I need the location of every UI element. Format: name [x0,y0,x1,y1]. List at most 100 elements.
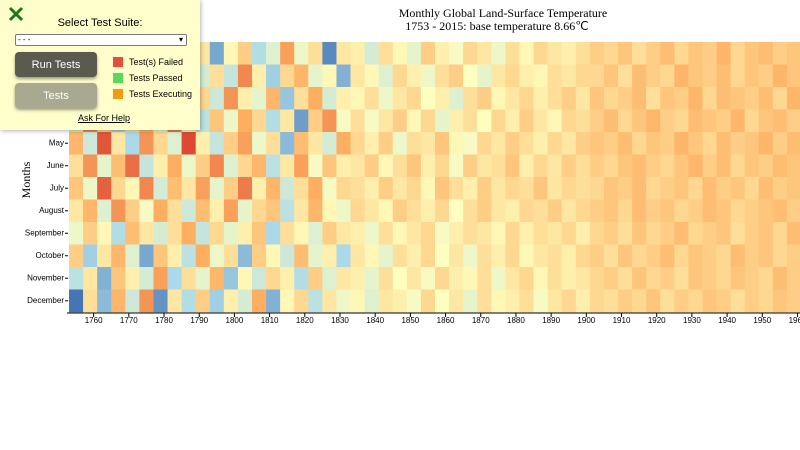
heat-cell [716,87,731,110]
select-arrow: ▾ [178,35,183,44]
heat-cell [660,109,675,133]
heat-cell [378,267,394,290]
heat-cell [674,289,689,313]
heat-cell [646,199,661,223]
suite-select[interactable]: - - - ▾ [15,34,187,46]
heat-cell [435,132,450,155]
heat-cell [674,177,689,200]
heat-cell [660,289,675,313]
heat-cell [744,64,760,88]
heat-cell [350,109,365,133]
heat-cell [252,154,267,178]
heat-cell [786,177,800,200]
heat-cell [688,42,703,65]
heat-cell [463,222,478,245]
heat-cell [209,64,225,88]
heat-cell [308,42,323,65]
heat-cell [435,244,450,268]
heat-cell [702,109,717,133]
heat-cell [519,154,534,178]
heat-cell [575,199,591,223]
y-tick-label: June [47,161,65,170]
tests-button[interactable]: Tests [15,83,97,108]
heat-cell [252,109,267,133]
heat-cell [674,199,689,223]
heat-cell [674,154,689,178]
heat-cell [406,199,422,223]
heat-cell [336,42,351,65]
heat-cell [294,267,309,290]
heat-cell [97,244,112,268]
heat-cell [449,109,464,133]
heat-cell [561,154,577,178]
heat-cell [83,199,98,223]
heat-cell [772,64,788,88]
heat-cell [336,244,351,268]
heat-cell [83,222,98,245]
heat-cell [167,244,182,268]
heat-cell [533,109,548,133]
heat-cell [308,199,323,223]
heat-cell [575,154,591,178]
heat-cell [294,177,309,200]
heat-cell [646,267,661,290]
heat-cell [139,177,154,200]
heat-cell [758,87,774,110]
heat-cell [758,177,774,200]
heat-cell [266,267,281,290]
heat-cell [308,132,323,155]
heat-cell [364,177,379,200]
heat-cell [83,267,98,290]
heat-cell [252,289,267,313]
heat-cell [406,244,422,268]
heat-cell [561,222,577,245]
heat-cell [252,177,267,200]
heat-cell [561,267,577,290]
heat-cell [730,64,745,88]
heat-cell [209,87,225,110]
heat-cell [477,289,492,313]
heat-cell [350,154,365,178]
close-button[interactable] [8,6,24,22]
help-link[interactable]: Ask For Help [78,113,131,123]
heat-cell [730,222,745,245]
heat-cell [280,42,295,65]
heat-cell [435,289,450,313]
heat-cell [322,199,337,223]
run-tests-button[interactable]: Run Tests [15,52,97,77]
heat-cell [435,222,450,245]
heat-cell [786,199,800,223]
heat-cell [716,267,731,290]
heat-cell [603,109,619,133]
heat-cell [266,87,281,110]
heat-cell [491,132,506,155]
heat-cell [266,199,281,223]
heat-cell [477,64,492,88]
heat-cell [603,132,619,155]
heat-cell [575,42,591,65]
heat-cell [181,222,196,245]
heat-cell [618,154,633,178]
select-option: - - - [18,35,31,44]
heat-cell [280,177,295,200]
heat-cell [646,289,661,313]
heat-cell [786,289,800,313]
heat-cell [477,132,492,155]
heat-cell [772,199,788,223]
heat-cell [758,289,774,313]
heat-cell [702,64,717,88]
heat-cell [618,222,633,245]
heat-cell [209,267,225,290]
heat-cell [618,132,633,155]
heat-cell [266,132,281,155]
x-tick-label: 1840 [366,316,384,325]
heat-cell [237,132,253,155]
heat-cell [69,199,84,223]
heat-cell [420,64,436,88]
heat-cell [533,289,548,313]
heat-cell [632,109,647,133]
heat-cell [519,177,534,200]
heat-cell [125,244,140,268]
x-tick-label: 1910 [613,316,631,325]
heat-cell [744,132,760,155]
